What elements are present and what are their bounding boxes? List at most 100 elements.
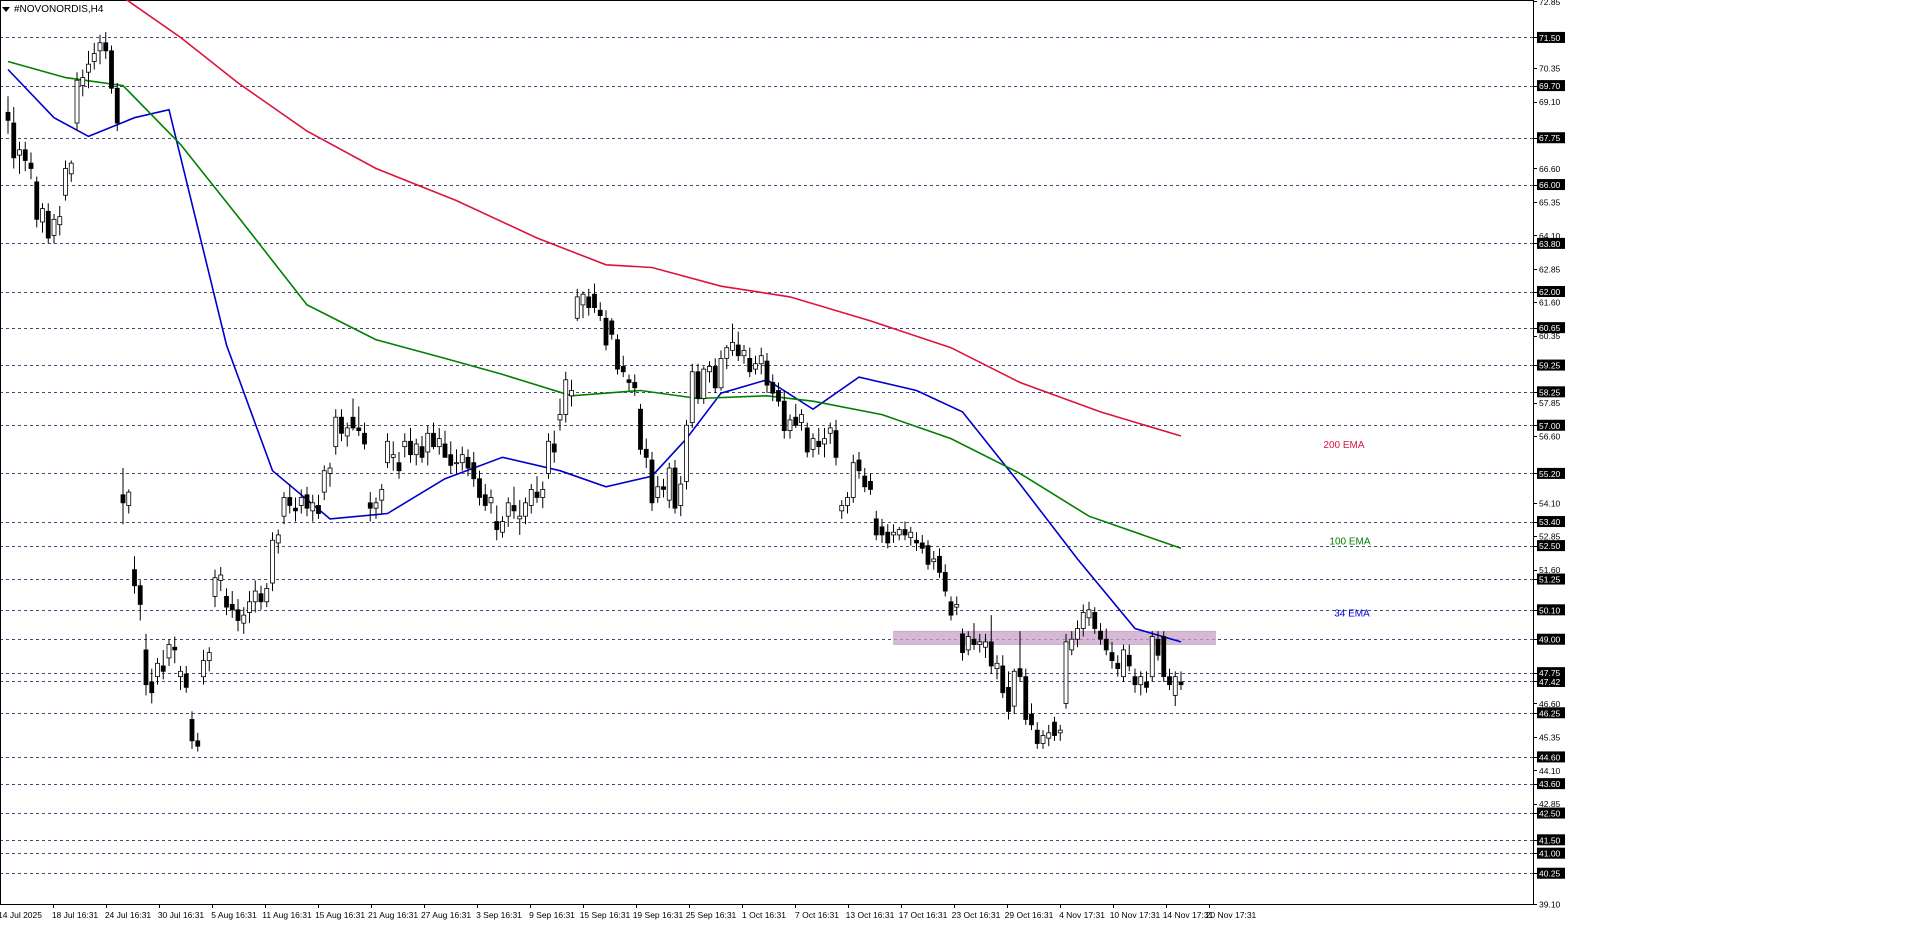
candle[interactable] — [781, 400, 787, 432]
candle[interactable] — [1115, 662, 1121, 670]
candle[interactable] — [902, 529, 908, 536]
candle[interactable] — [517, 515, 523, 520]
candle[interactable] — [471, 462, 477, 480]
candle[interactable] — [1172, 676, 1178, 696]
candle[interactable] — [402, 440, 408, 448]
candle[interactable] — [57, 216, 63, 226]
candle[interactable] — [373, 502, 379, 509]
candle[interactable] — [91, 53, 97, 62]
candle[interactable] — [1011, 670, 1017, 707]
candle[interactable] — [143, 649, 149, 686]
candle[interactable] — [862, 475, 868, 488]
candle[interactable] — [494, 521, 500, 530]
candle[interactable] — [1149, 636, 1155, 678]
candle[interactable] — [839, 505, 845, 512]
candle[interactable] — [448, 454, 454, 466]
candle[interactable] — [753, 363, 758, 370]
candle[interactable] — [942, 571, 948, 592]
candle[interactable] — [465, 456, 471, 469]
candle[interactable] — [632, 382, 638, 389]
candle[interactable] — [224, 596, 229, 608]
candle[interactable] — [137, 585, 143, 605]
candle[interactable] — [241, 614, 247, 624]
candle[interactable] — [511, 505, 517, 512]
candle[interactable] — [109, 50, 114, 89]
candle[interactable] — [741, 349, 747, 357]
candle[interactable] — [523, 502, 528, 517]
candle[interactable] — [620, 366, 626, 373]
candle[interactable] — [1086, 609, 1092, 619]
candle[interactable] — [1040, 735, 1046, 744]
candle[interactable] — [816, 440, 822, 448]
candle[interactable] — [793, 416, 799, 426]
candle[interactable] — [603, 317, 609, 346]
candle[interactable] — [850, 462, 856, 498]
candle[interactable] — [661, 486, 666, 490]
candle[interactable] — [684, 424, 689, 482]
candle[interactable] — [212, 577, 218, 597]
candle[interactable] — [327, 467, 333, 474]
candle[interactable] — [787, 419, 793, 432]
candle[interactable] — [51, 218, 57, 236]
candle[interactable] — [68, 162, 74, 175]
candle[interactable] — [206, 652, 212, 662]
candle[interactable] — [1155, 638, 1161, 656]
candle[interactable] — [718, 357, 724, 389]
candle[interactable] — [321, 470, 327, 493]
candle[interactable] — [597, 309, 603, 316]
candle[interactable] — [994, 662, 1000, 670]
candle[interactable] — [868, 481, 873, 490]
candle[interactable] — [252, 590, 258, 603]
candle[interactable] — [258, 593, 264, 603]
candle[interactable] — [34, 181, 40, 220]
candle[interactable] — [977, 641, 983, 645]
candle[interactable] — [63, 168, 68, 196]
candle[interactable] — [1103, 638, 1109, 651]
candle[interactable] — [379, 489, 385, 501]
candle[interactable] — [1092, 612, 1098, 629]
candle[interactable] — [1063, 641, 1069, 704]
candle[interactable] — [80, 77, 86, 86]
candle[interactable] — [799, 414, 804, 423]
candle[interactable] — [1034, 729, 1040, 744]
candle[interactable] — [304, 494, 310, 509]
candle[interactable] — [925, 545, 931, 565]
candle[interactable] — [1000, 665, 1006, 694]
candle[interactable] — [183, 673, 189, 688]
candle[interactable] — [678, 483, 684, 506]
candle[interactable] — [896, 529, 902, 536]
candle[interactable] — [879, 526, 885, 536]
candle[interactable] — [885, 531, 891, 544]
candle[interactable] — [954, 604, 960, 608]
candle[interactable] — [1109, 652, 1115, 662]
candle[interactable] — [1132, 676, 1138, 686]
candle[interactable] — [643, 448, 649, 458]
candle[interactable] — [724, 347, 730, 359]
candle[interactable] — [310, 502, 316, 512]
candle[interactable] — [74, 79, 80, 124]
candle[interactable] — [5, 111, 11, 121]
candle[interactable] — [28, 162, 34, 169]
candle[interactable] — [586, 296, 592, 308]
candle[interactable] — [1052, 721, 1057, 736]
candle[interactable] — [155, 662, 160, 678]
candle[interactable] — [316, 505, 321, 514]
candle[interactable] — [264, 588, 270, 603]
candle[interactable] — [287, 497, 293, 506]
candle[interactable] — [551, 443, 557, 453]
candle[interactable] — [988, 641, 994, 667]
candle[interactable] — [1023, 676, 1029, 720]
candle[interactable] — [419, 446, 425, 458]
candle[interactable] — [201, 660, 206, 678]
candle[interactable] — [436, 438, 442, 448]
candle[interactable] — [132, 569, 137, 587]
candle[interactable] — [11, 122, 17, 159]
candle[interactable] — [592, 293, 597, 308]
candle[interactable] — [580, 293, 586, 306]
candle[interactable] — [822, 438, 827, 445]
candle[interactable] — [1029, 713, 1034, 726]
candle[interactable] — [189, 719, 195, 742]
candle[interactable] — [114, 87, 120, 124]
candle[interactable] — [776, 390, 781, 402]
